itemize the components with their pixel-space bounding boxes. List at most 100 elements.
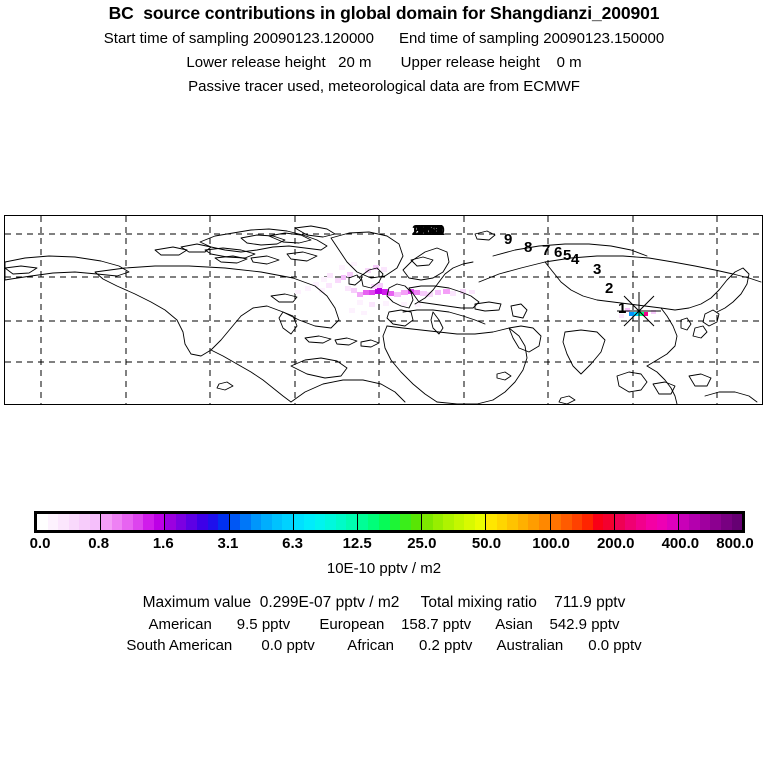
- colorbar-band: [656, 514, 668, 530]
- receptor-starburst-icon: [617, 292, 661, 332]
- colorbar-segment: [550, 514, 615, 530]
- colorbar-band: [410, 514, 422, 530]
- colorbar-band: [58, 514, 69, 530]
- colorbar-band: [689, 514, 700, 530]
- colorbar-band: [561, 514, 572, 530]
- colorbar-band: [240, 514, 251, 530]
- trajectory-label: 5: [563, 247, 572, 264]
- colorbar-band: [101, 514, 112, 530]
- colorbar-band: [507, 514, 518, 530]
- colorbar-band: [122, 514, 133, 530]
- colorbar-band: [517, 514, 529, 530]
- colorbar-band: [592, 514, 604, 530]
- colorbar-band: [325, 514, 336, 530]
- trajectory-label: 3: [593, 261, 602, 278]
- colorbar-band: [550, 514, 562, 530]
- colorbar-band: [528, 514, 539, 530]
- colorbar-tick-label: 0.8: [88, 535, 110, 552]
- colorbar-band: [346, 514, 357, 530]
- colorbar-band: [443, 514, 454, 530]
- colorbar-segment: [101, 514, 166, 530]
- colorbar-band: [165, 514, 176, 530]
- stats-row-maximum: Maximum value 0.299E-07 pptv / m2 Total …: [142, 594, 626, 611]
- plume-cells-europe: [319, 265, 475, 315]
- colorbar-band: [37, 514, 48, 530]
- tracer-meteo-line: Passive tracer used, meteorological data…: [188, 78, 580, 95]
- colorbar-band: [293, 514, 305, 530]
- colorbar-band: [721, 514, 732, 530]
- colorbar-tick-labels: 0.0 0.8 1.6 3.1 6.3 12.5 25.0 50.0 100.0 200.0 400…: [0, 536, 768, 554]
- release-height-line: Lower release height 20 m Upper release …: [186, 54, 582, 71]
- colorbar-band: [603, 514, 614, 530]
- sampling-time-line: Start time of sampling 20090123.120000 E…: [103, 30, 665, 47]
- colorbar-band: [132, 514, 144, 530]
- map-graphic: [5, 216, 762, 404]
- map-gridlines: [5, 216, 762, 404]
- colorbar-band: [250, 514, 262, 530]
- colorbar-band: [453, 514, 465, 530]
- colorbar-band: [379, 514, 390, 530]
- trajectory-label: 8: [524, 239, 533, 256]
- colorbar-band: [79, 514, 90, 530]
- colorbar-unit-label: 10E-10 pptv / m2: [326, 560, 442, 577]
- colorbar-band: [646, 514, 657, 530]
- colorbar-band: [261, 514, 272, 530]
- colorbar-band: [474, 514, 486, 530]
- colorbar-band: [464, 514, 475, 530]
- trajectory-label: 1: [618, 300, 627, 317]
- colorbar-band: [432, 514, 444, 530]
- colorbar-tick-label: 100.0: [532, 535, 570, 552]
- colorbar-tick-label: 12.5: [342, 535, 372, 552]
- colorbar-band: [357, 514, 369, 530]
- colorbar-band: [614, 514, 626, 530]
- trajectory-label-cluster: 20191817161514131211 10: [412, 222, 445, 239]
- colorbar-segment: [37, 514, 102, 530]
- colorbar-band: [47, 514, 59, 530]
- colorbar-band: [368, 514, 379, 530]
- colorbar-band: [400, 514, 411, 530]
- colorbar-band: [582, 514, 593, 530]
- colorbar-band: [389, 514, 401, 530]
- figure-header: BC source contributions in global domain…: [0, 0, 768, 95]
- stats-row-regions-2: South American 0.0 pptv African 0.2 pptv…: [126, 637, 642, 655]
- colorbar-band: [229, 514, 241, 530]
- colorbar-band: [710, 514, 721, 530]
- colorbar-band: [538, 514, 550, 530]
- colorbar-band: [422, 514, 433, 530]
- colorbar-tick-label: 1.6: [152, 535, 174, 552]
- colorbar-band: [218, 514, 229, 530]
- colorbar-tick-label: 25.0: [407, 535, 437, 552]
- colorbar-tick-label: 0.0: [29, 535, 51, 552]
- colorbar: [34, 511, 745, 533]
- colorbar-band: [196, 514, 208, 530]
- trajectory-label: 9: [504, 231, 513, 248]
- colorbar-band: [699, 514, 711, 530]
- colorbar-tick-label: 50.0: [471, 535, 502, 552]
- plume-cells-atlantic: [295, 262, 357, 294]
- colorbar-band: [271, 514, 283, 530]
- colorbar-band: [635, 514, 647, 530]
- trajectory-label: 2: [605, 280, 614, 297]
- colorbar-segment: [678, 514, 743, 530]
- colorbar-band: [89, 514, 101, 530]
- colorbar-band: [207, 514, 219, 530]
- colorbar-band: [111, 514, 123, 530]
- colorbar-band: [143, 514, 154, 530]
- colorbar-segment: [422, 514, 487, 530]
- statistics-block: Maximum value 0.299E-07 pptv / m2 Total …: [0, 592, 768, 657]
- colorbar-band: [667, 514, 678, 530]
- colorbar-segment: [357, 514, 423, 530]
- colorbar-band: [486, 514, 497, 530]
- page-title: BC source contributions in global domain…: [108, 3, 660, 23]
- trajectory-label: 4: [571, 251, 580, 268]
- colorbar-tick-label: 6.3: [282, 535, 303, 552]
- colorbar-band: [68, 514, 80, 530]
- colorbar-tick-label: 400.0: [661, 535, 700, 552]
- colorbar-band: [678, 514, 690, 530]
- colorbar-band: [731, 514, 743, 530]
- trajectory-label: 7: [542, 242, 551, 259]
- colorbar-band: [175, 514, 187, 530]
- colorbar-band: [304, 514, 315, 530]
- colorbar-band: [186, 514, 197, 530]
- world-map-panel: 1 2 3 4 5 6 7 8 9 20191817161514131211 1…: [4, 215, 763, 405]
